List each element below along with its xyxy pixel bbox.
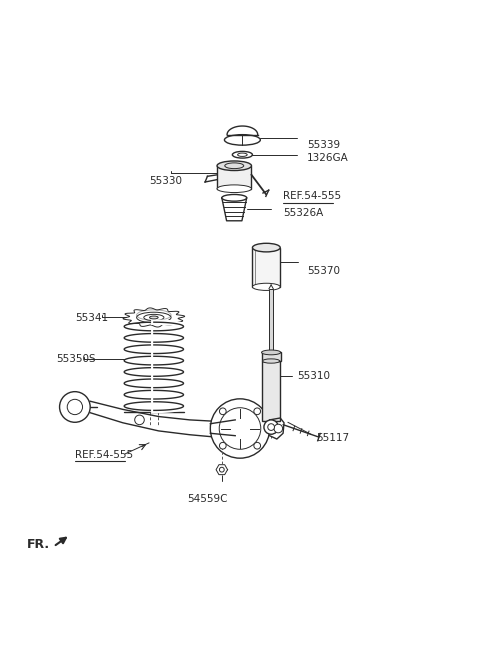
- Bar: [262, 352, 281, 361]
- Polygon shape: [123, 308, 185, 327]
- Circle shape: [135, 415, 144, 424]
- Circle shape: [60, 392, 90, 422]
- Ellipse shape: [150, 316, 158, 319]
- Text: 54559C: 54559C: [187, 495, 228, 504]
- Circle shape: [219, 442, 226, 449]
- Text: 55330: 55330: [149, 176, 182, 186]
- Text: 55339: 55339: [307, 140, 340, 150]
- Circle shape: [67, 400, 83, 415]
- Circle shape: [219, 408, 226, 415]
- Ellipse shape: [217, 161, 252, 171]
- Ellipse shape: [252, 283, 280, 291]
- Ellipse shape: [268, 424, 275, 430]
- Text: 55326A: 55326A: [283, 208, 324, 218]
- Ellipse shape: [263, 359, 280, 363]
- Ellipse shape: [252, 243, 280, 252]
- Text: 55341: 55341: [75, 314, 108, 323]
- Bar: [217, 166, 252, 189]
- Text: REF.54-555: REF.54-555: [283, 192, 341, 201]
- Text: 55350S: 55350S: [56, 354, 96, 364]
- Circle shape: [210, 399, 270, 458]
- Ellipse shape: [225, 134, 260, 145]
- Ellipse shape: [217, 185, 252, 193]
- Text: 55370: 55370: [307, 266, 340, 276]
- Text: REF.54-555: REF.54-555: [75, 450, 133, 460]
- Bar: [252, 247, 280, 287]
- Text: 1326GA: 1326GA: [307, 153, 349, 163]
- Bar: [263, 361, 280, 421]
- Ellipse shape: [232, 152, 252, 158]
- Ellipse shape: [222, 194, 247, 201]
- Ellipse shape: [264, 420, 278, 434]
- Text: FR.: FR.: [27, 538, 50, 551]
- Ellipse shape: [144, 314, 164, 321]
- Circle shape: [274, 424, 283, 433]
- Text: 55117: 55117: [317, 433, 350, 443]
- Ellipse shape: [262, 350, 281, 355]
- Polygon shape: [216, 464, 228, 475]
- Circle shape: [254, 442, 261, 449]
- Polygon shape: [222, 198, 247, 221]
- Circle shape: [254, 408, 261, 415]
- Bar: [269, 289, 273, 383]
- Text: 55310: 55310: [298, 371, 330, 381]
